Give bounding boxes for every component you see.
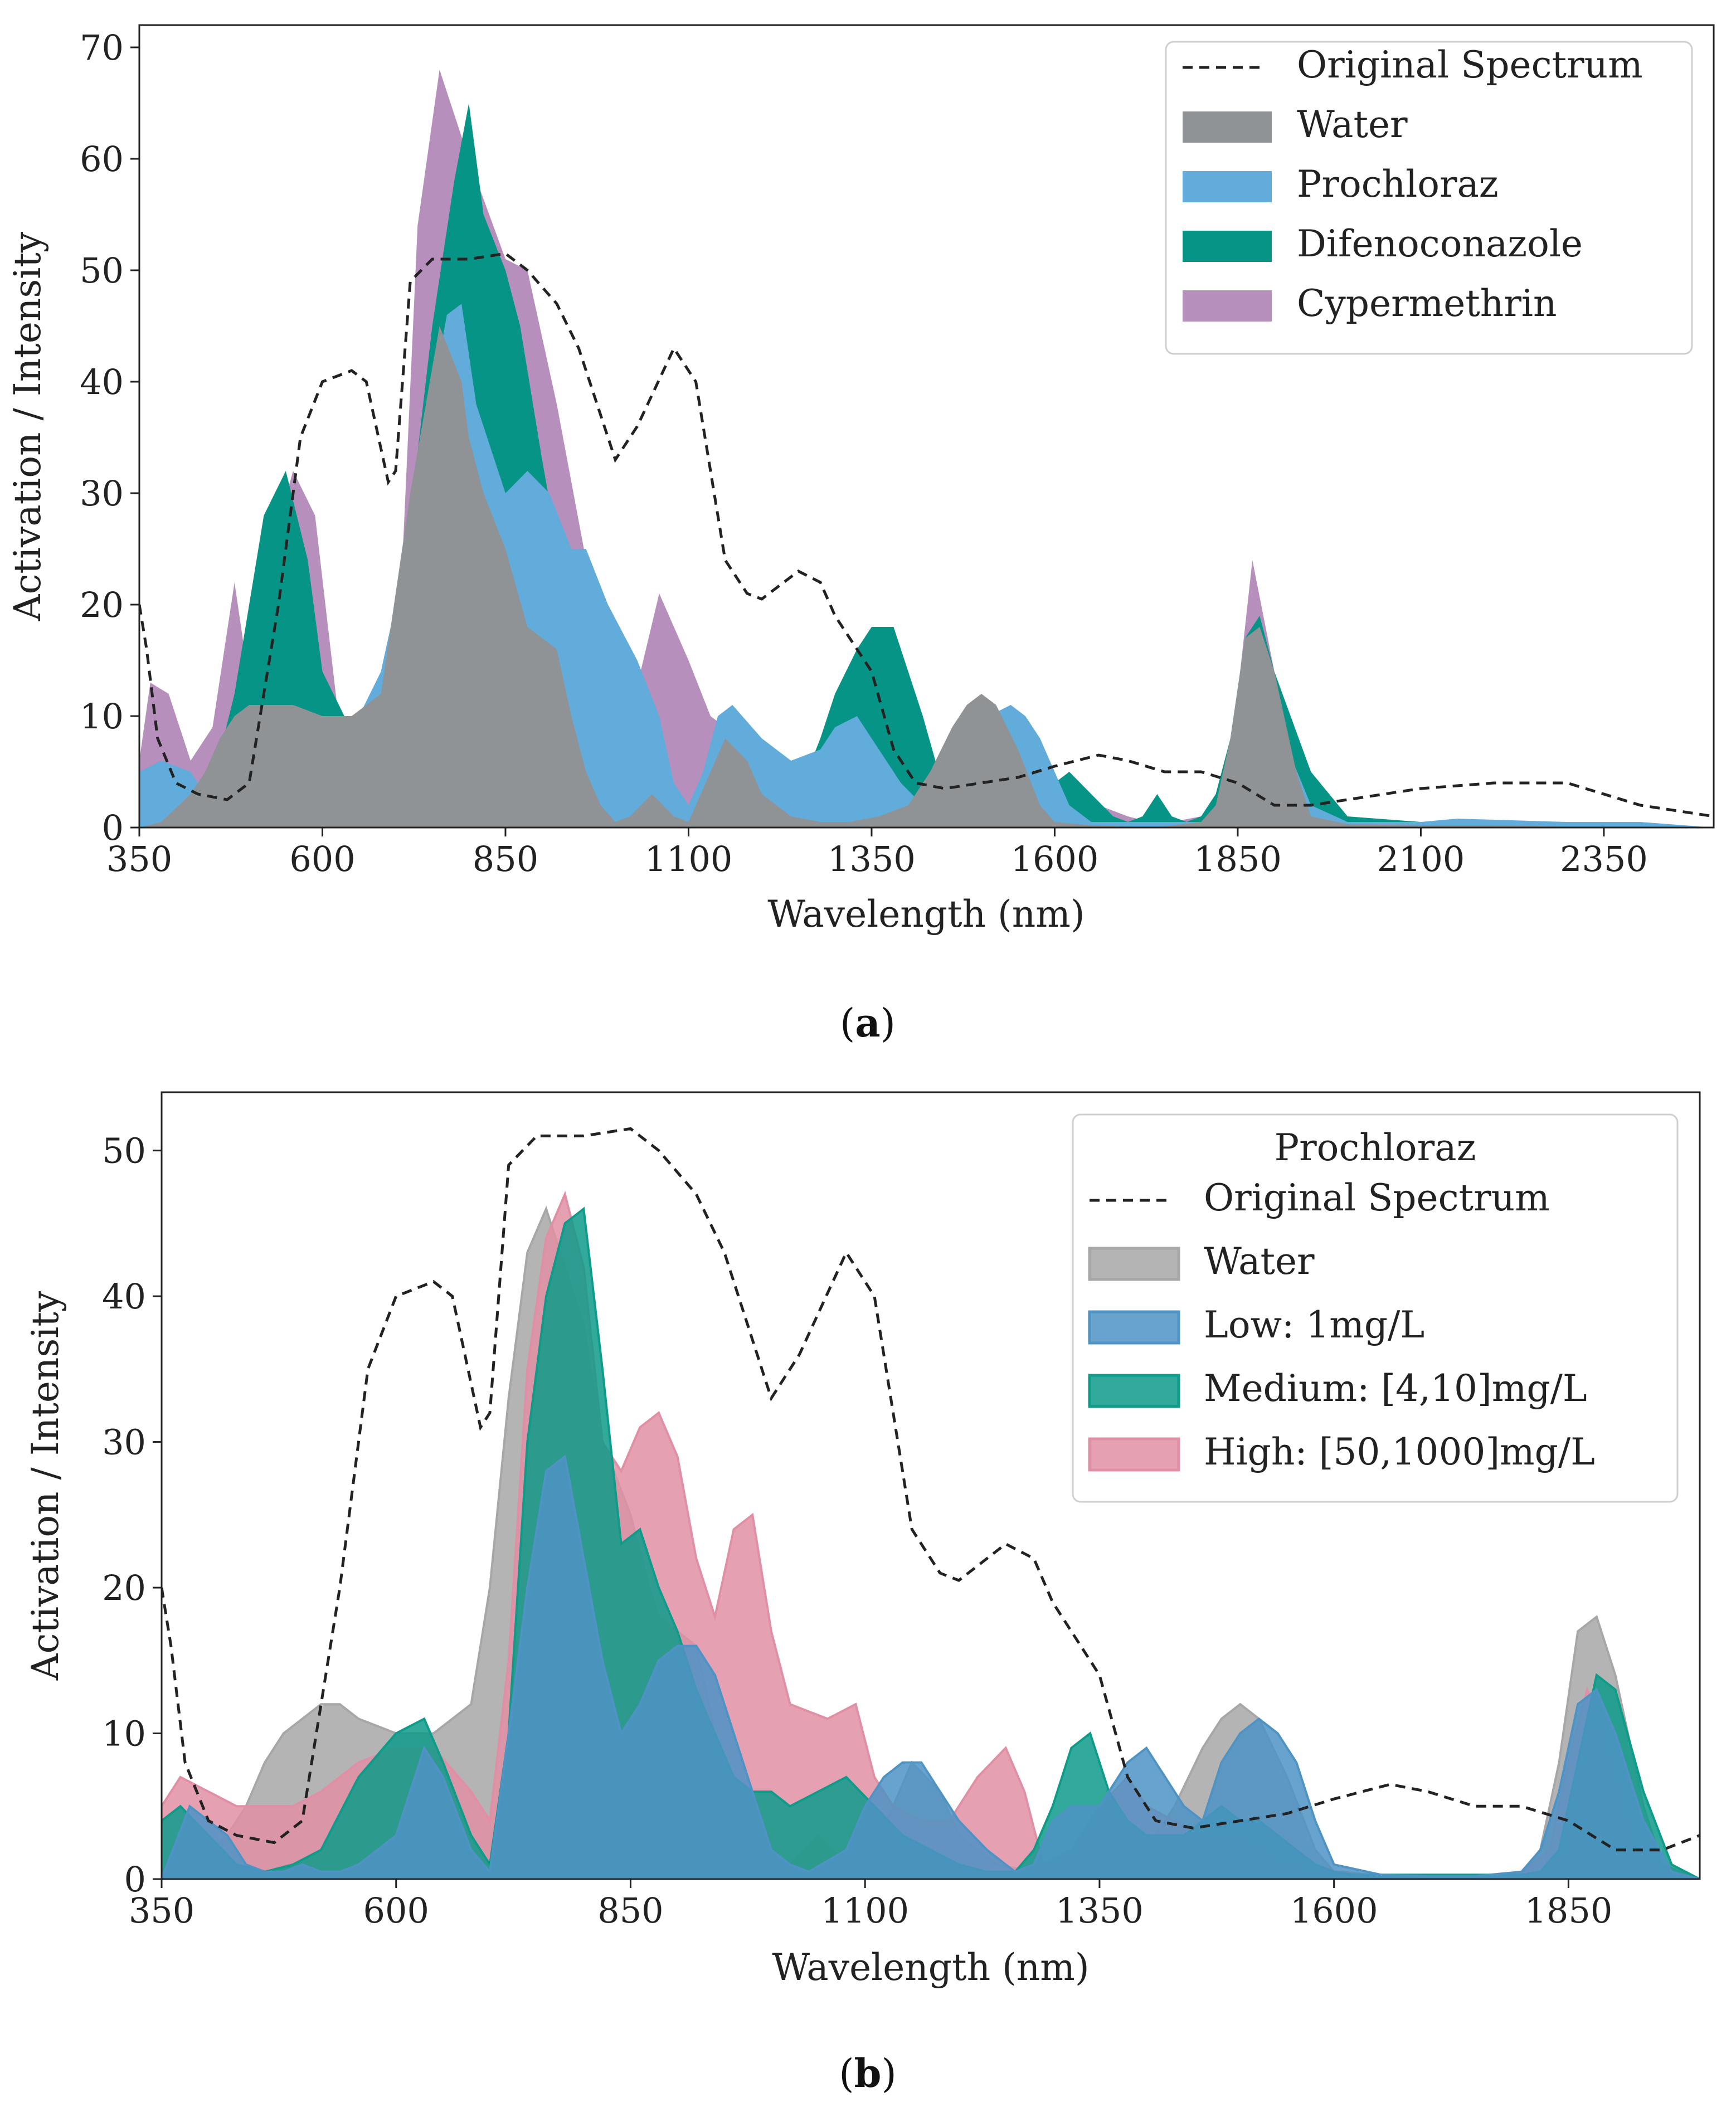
legend-item-original-spectrum: Original Spectrum bbox=[1090, 1176, 1550, 1219]
y-tick-label: 20 bbox=[102, 1568, 146, 1608]
legend-item-water: Water bbox=[1088, 1240, 1315, 1283]
panel-caption-a: (a) bbox=[840, 1000, 896, 1046]
legend-label: Cypermethrin bbox=[1297, 282, 1557, 325]
legend-swatch bbox=[1088, 1310, 1180, 1345]
axes-frame bbox=[161, 1091, 1701, 1880]
legend-label: Low: 1mg/L bbox=[1204, 1303, 1424, 1346]
x-tick-label: 600 bbox=[363, 1890, 429, 1931]
y-tick-label: 0 bbox=[102, 807, 124, 848]
legend-swatch bbox=[1183, 231, 1272, 262]
plot-area bbox=[139, 70, 1714, 828]
y-tick-label: 10 bbox=[102, 1714, 146, 1754]
y-tick-label: 20 bbox=[80, 585, 124, 625]
x-tick-label: 2100 bbox=[1377, 839, 1465, 879]
x-tick-label: 1350 bbox=[1056, 1890, 1144, 1931]
plot-area bbox=[162, 1127, 1700, 1879]
axes-frame bbox=[138, 24, 1715, 829]
legend-item-cypermethrin: Cypermethrin bbox=[1183, 282, 1557, 325]
panel-caption-b: (b) bbox=[839, 2050, 897, 2096]
legend-label: Water bbox=[1297, 103, 1408, 146]
panel-b: Activation / Intensity Wavelength (nm) (… bbox=[24, 1091, 1701, 2096]
legend-item-low-1mg-l: Low: 1mg/L bbox=[1088, 1303, 1424, 1346]
y-tick-label: 10 bbox=[80, 696, 124, 737]
legend-label: Original Spectrum bbox=[1204, 1176, 1550, 1219]
legend-swatch bbox=[1183, 111, 1272, 143]
legend: Prochloraz Original Spectrum Water Low: 1mg… bbox=[1072, 1113, 1679, 1503]
legend-box bbox=[1072, 1113, 1679, 1503]
legend-item-prochloraz: Prochloraz bbox=[1183, 163, 1499, 206]
line-original-spectrum bbox=[162, 1127, 1700, 1852]
y-tick-label: 60 bbox=[80, 139, 124, 179]
legend-item-high-50-1000-mg-l: High: [50,1000]mg/L bbox=[1088, 1430, 1595, 1473]
legend-label: Water bbox=[1204, 1240, 1315, 1283]
caption-open-paren: ( bbox=[839, 2051, 854, 2096]
legend-box bbox=[1165, 41, 1693, 355]
y-tick-label: 50 bbox=[102, 1131, 146, 1171]
y-tick-label: 30 bbox=[102, 1422, 146, 1463]
legend-swatch bbox=[1088, 1437, 1180, 1472]
y-tick-label: 50 bbox=[80, 250, 124, 291]
x-tick-label: 850 bbox=[473, 839, 538, 879]
legend-label: Original Spectrum bbox=[1297, 43, 1643, 86]
area-water bbox=[139, 326, 1714, 828]
y-tick-label: 30 bbox=[80, 473, 124, 514]
x-tick-label: 350 bbox=[106, 839, 172, 879]
legend-swatch bbox=[1183, 171, 1272, 202]
x-tick-label: 1600 bbox=[1290, 1890, 1378, 1931]
y-axis-label: Activation / Intensity bbox=[6, 231, 49, 621]
legend-item-original-spectrum: Original Spectrum bbox=[1183, 43, 1643, 86]
caption-close-paren: ) bbox=[881, 2051, 896, 2096]
legend-item-medium-4-10-mg-l: Medium: [4,10]mg/L bbox=[1088, 1367, 1587, 1410]
y-tick-label: 40 bbox=[80, 362, 124, 402]
y-tick-label: 0 bbox=[124, 1859, 146, 1900]
legend-label: Medium: [4,10]mg/L bbox=[1204, 1367, 1587, 1410]
x-tick-label: 1600 bbox=[1011, 839, 1099, 879]
legend-item-difenoconazole: Difenoconazole bbox=[1183, 222, 1583, 265]
x-axis-label: Wavelength (nm) bbox=[767, 893, 1085, 936]
legend-label: Difenoconazole bbox=[1297, 222, 1583, 265]
x-tick-label: 1350 bbox=[828, 839, 916, 879]
x-tick-label: 600 bbox=[289, 839, 355, 879]
legend-swatch bbox=[1088, 1247, 1180, 1281]
legend-label: Prochloraz bbox=[1297, 163, 1499, 206]
legend: Original Spectrum Water Prochloraz Difenoco… bbox=[1165, 41, 1693, 355]
y-axis-label: Activation / Intensity bbox=[24, 1291, 67, 1681]
caption-letter: a bbox=[855, 1000, 880, 1046]
x-tick-label: 850 bbox=[597, 1890, 663, 1931]
x-tick-label: 350 bbox=[129, 1890, 194, 1931]
x-tick-label: 1100 bbox=[821, 1890, 909, 1931]
legend-title: Prochloraz bbox=[1275, 1126, 1476, 1169]
legend-swatch bbox=[1183, 290, 1272, 322]
panel-a: Activation / Intensity Wavelength (nm) (… bbox=[6, 24, 1715, 1046]
x-tick-label: 1850 bbox=[1524, 1890, 1612, 1931]
y-tick-label: 70 bbox=[80, 27, 124, 68]
legend-swatch bbox=[1088, 1374, 1180, 1408]
legend-item-water: Water bbox=[1183, 103, 1408, 146]
caption-letter: b bbox=[854, 2050, 882, 2096]
y-tick-label: 40 bbox=[102, 1276, 146, 1317]
x-tick-label: 1850 bbox=[1194, 839, 1282, 879]
legend-label: High: [50,1000]mg/L bbox=[1204, 1430, 1595, 1473]
x-tick-label: 1100 bbox=[645, 839, 733, 879]
x-tick-label: 2350 bbox=[1560, 839, 1648, 879]
caption-close-paren: ) bbox=[881, 1000, 896, 1046]
x-axis-label: Wavelength (nm) bbox=[772, 1946, 1089, 1989]
area-low-1mg-l bbox=[162, 1454, 1700, 1879]
caption-open-paren: ( bbox=[840, 1000, 855, 1046]
